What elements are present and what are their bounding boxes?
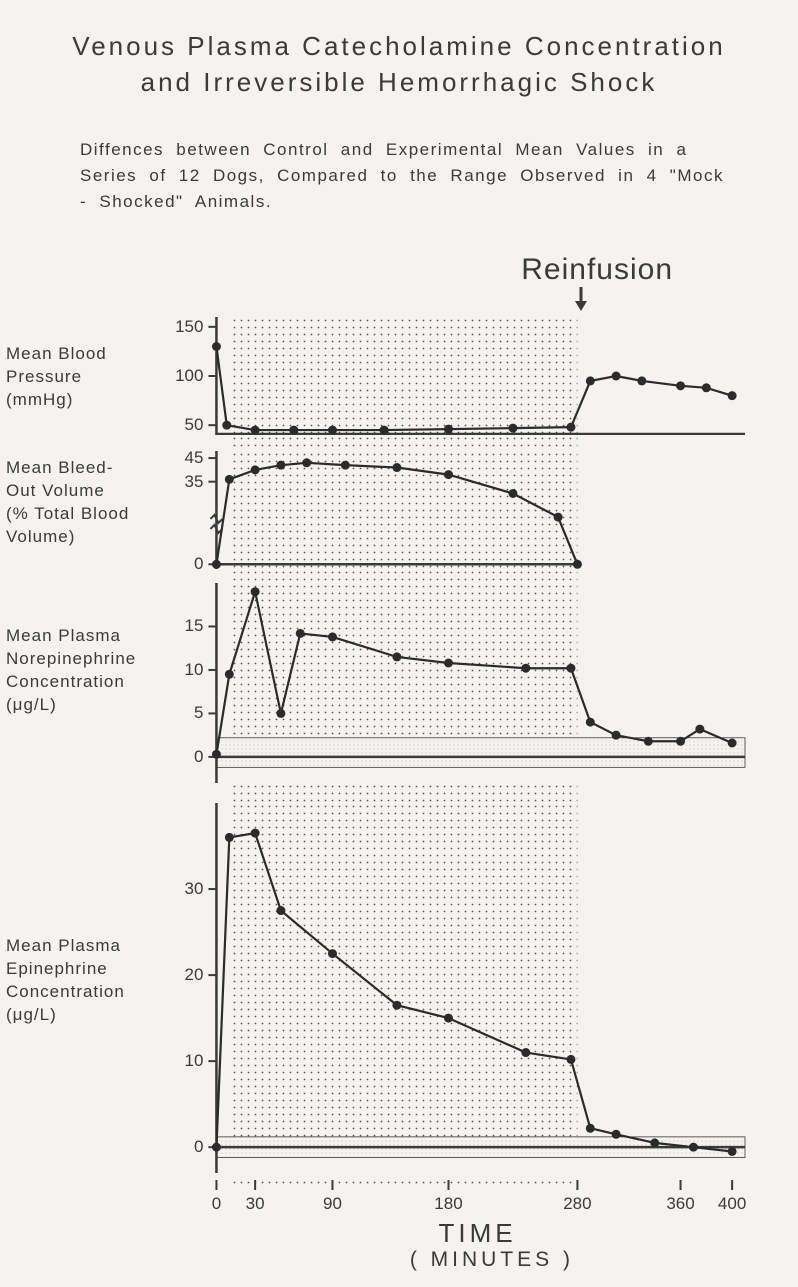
y-tick-label: 0 bbox=[161, 554, 203, 574]
stipple-connector bbox=[0, 435, 798, 451]
y-axis-label-norepi: Mean PlasmaNorepinephrineConcentration(μ… bbox=[6, 625, 176, 717]
reinfusion-label: Reinfusion bbox=[521, 253, 673, 287]
x-tick-label: 30 bbox=[233, 1194, 277, 1214]
x-tick-label: 360 bbox=[659, 1194, 703, 1214]
y-tick-label: 50 bbox=[161, 415, 203, 435]
x-tick-label: 0 bbox=[194, 1194, 238, 1214]
stipple-connector bbox=[0, 783, 798, 803]
x-axis: 030 90 180 280 360 400 TIME( MINUTES ) bbox=[0, 1180, 798, 1280]
y-tick-label: 150 bbox=[161, 317, 203, 337]
reinfusion-arrow-icon bbox=[573, 287, 589, 318]
title-line-2: and Irreversible Hemorrhagic Shock bbox=[141, 67, 658, 97]
y-axis-label-bp: Mean BloodPressure(mmHg) bbox=[6, 343, 176, 412]
x-tick-label: 400 bbox=[710, 1194, 754, 1214]
chart-panel-epi: 0102030Mean PlasmaEpinephrineConcentrati… bbox=[0, 803, 798, 1173]
chart-panel-bleed: 03545Mean Bleed-Out Volume(% Total Blood… bbox=[0, 451, 798, 569]
stipple-connector bbox=[0, 1173, 798, 1180]
title-line-1: Venous Plasma Catecholamine Concentratio… bbox=[72, 31, 725, 61]
x-tick-label: 90 bbox=[310, 1194, 354, 1214]
figure-area: Reinfusion50100150Mean BloodPressure(mmH… bbox=[0, 295, 798, 1245]
y-tick-label: 0 bbox=[161, 1137, 203, 1157]
x-tick-label: 280 bbox=[555, 1194, 599, 1214]
chart-panel-norepi: 051015Mean PlasmaNorepinephrineConcentra… bbox=[0, 583, 798, 783]
x-tick-label: 180 bbox=[426, 1194, 470, 1214]
y-axis-label-epi: Mean PlasmaEpinephrineConcentration(μg/L… bbox=[6, 935, 176, 1027]
x-axis-title: TIME bbox=[438, 1218, 516, 1249]
chart-panel-bp: 50100150Mean BloodPressure(mmHg) bbox=[0, 317, 798, 435]
y-tick-label: 0 bbox=[161, 747, 203, 767]
x-axis-subtitle: ( MINUTES ) bbox=[410, 1248, 574, 1272]
figure-subtitle: Diffences between Control and Experiment… bbox=[0, 101, 798, 216]
stipple-connector bbox=[0, 569, 798, 583]
y-tick-label: 30 bbox=[161, 879, 203, 899]
y-axis-label-bleed: Mean Bleed-Out Volume(% Total BloodVolum… bbox=[6, 457, 176, 549]
y-tick-label: 10 bbox=[161, 1051, 203, 1071]
figure-title: Venous Plasma Catecholamine Concentratio… bbox=[0, 0, 798, 101]
